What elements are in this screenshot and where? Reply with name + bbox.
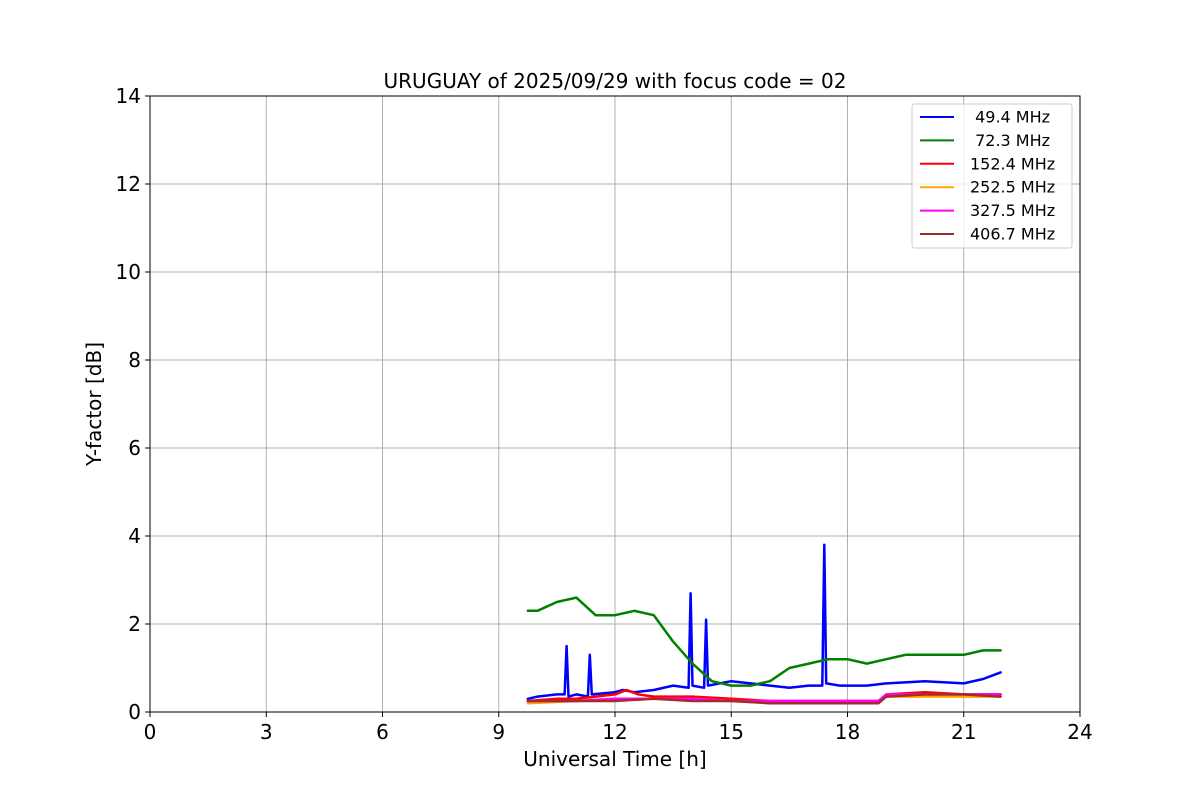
chart-title: URUGUAY of 2025/09/29 with focus code = … xyxy=(384,69,847,93)
x-tick-label: 21 xyxy=(951,720,976,744)
series-line-0 xyxy=(526,543,1002,701)
legend: 49.4 MHz 72.3 MHz 152.4 MHz 252.5 MHz 327.5… xyxy=(911,103,1073,249)
x-tick-label: 18 xyxy=(835,720,860,744)
y-tick-label: 4 xyxy=(128,524,141,548)
legend-label: 327.5 MHz xyxy=(970,201,1055,220)
legend-label: 252.5 MHz xyxy=(970,178,1055,197)
x-tick-label: 15 xyxy=(719,720,744,744)
y-tick-label: 2 xyxy=(128,612,141,636)
x-tick-label: 9 xyxy=(492,720,505,744)
x-tick-label: 12 xyxy=(602,720,627,744)
x-tick-label: 6 xyxy=(376,720,389,744)
x-tick-label: 3 xyxy=(260,720,273,744)
series-line-1 xyxy=(526,596,1002,687)
x-axis: 0 3 6 9 12 15 18 21 24 xyxy=(144,712,1093,744)
series-layer xyxy=(526,543,1002,705)
y-tick-label: 12 xyxy=(116,172,141,196)
y-tick-label: 14 xyxy=(116,84,141,108)
y-tick-label: 10 xyxy=(116,260,141,284)
legend-label: 49.4 MHz xyxy=(970,108,1050,127)
legend-label: 152.4 MHz xyxy=(970,154,1055,173)
y-tick-label: 0 xyxy=(128,700,141,724)
series-line-5 xyxy=(526,693,1002,705)
legend-label: 406.7 MHz xyxy=(970,225,1055,244)
y-axis-label: Y-factor [dB] xyxy=(82,342,106,467)
x-tick-label: 24 xyxy=(1067,720,1092,744)
y-tick-label: 8 xyxy=(128,348,141,372)
y-axis: 0 2 4 6 8 10 12 14 xyxy=(116,84,150,724)
x-axis-label: Universal Time [h] xyxy=(523,747,706,771)
legend-label: 72.3 MHz xyxy=(970,131,1050,150)
x-tick-label: 0 xyxy=(144,720,157,744)
y-tick-label: 6 xyxy=(128,436,141,460)
